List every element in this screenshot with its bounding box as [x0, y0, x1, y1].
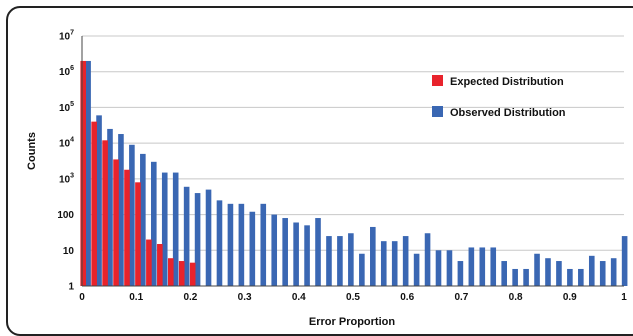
- y-tick-label: 107: [59, 30, 74, 43]
- bar-expected: [189, 262, 196, 286]
- bar-observed: [293, 222, 299, 286]
- bar-observed: [359, 253, 365, 286]
- bar-observed: [260, 203, 267, 286]
- bar-observed: [479, 247, 486, 286]
- bar-observed: [249, 211, 256, 286]
- bar-observed: [337, 236, 343, 286]
- x-tick-label: 0.2: [183, 292, 197, 303]
- bar-observed: [150, 161, 157, 286]
- bar-observed: [534, 253, 540, 286]
- chart: 1 10 100 103 104 105 106 107 0 0.1 0.2 0.3 0.4 0.5 0.…: [26, 30, 628, 328]
- bar-observed: [490, 247, 497, 286]
- bar-observed: [282, 218, 288, 286]
- bar-observed: [140, 153, 146, 286]
- y-tick-label: 104: [59, 137, 74, 150]
- bar-observed: [315, 218, 321, 286]
- bar-observed: [599, 261, 606, 286]
- bar-observed: [424, 233, 431, 286]
- bar-observed: [205, 189, 212, 286]
- bar-observed: [271, 214, 278, 286]
- x-axis-label: Error Proportion: [309, 316, 395, 328]
- bar-observed: [457, 261, 464, 286]
- bar-expected: [113, 159, 119, 286]
- x-tick-label: 0.3: [238, 292, 252, 303]
- bar-observed: [413, 253, 420, 286]
- legend-label-expected: Expected Distribution: [450, 76, 564, 88]
- bar-observed: [588, 255, 595, 286]
- axes: [81, 36, 624, 287]
- x-tick-label: 1: [621, 292, 627, 303]
- y-axis-label: Counts: [26, 132, 38, 170]
- y-tick-label: 103: [59, 172, 74, 185]
- bar-observed: [107, 128, 113, 286]
- legend-swatch-observed: [432, 106, 443, 117]
- bar-observed: [435, 250, 442, 286]
- y-tick-labels: 1 10 100 103 104 105 106 107: [57, 30, 74, 293]
- bar-observed: [172, 172, 179, 286]
- bars: [80, 60, 628, 287]
- bar-expected: [157, 243, 163, 286]
- x-tick-label: 0: [79, 292, 85, 303]
- x-tick-label: 0.1: [129, 292, 143, 303]
- bar-observed: [183, 186, 190, 286]
- bar-observed: [545, 258, 551, 286]
- y-tick-label: 105: [59, 101, 74, 114]
- x-tick-label: 0.9: [563, 292, 577, 303]
- bar-observed: [370, 226, 376, 286]
- x-tick-label: 0.5: [346, 292, 360, 303]
- bar-observed: [161, 172, 168, 286]
- bar-observed: [446, 250, 453, 286]
- bar-expected: [124, 169, 130, 286]
- chart-frame: 1 10 100 103 104 105 106 107 0 0.1 0.2 0.3 0.4 0.5 0.…: [6, 6, 633, 336]
- bar-observed: [96, 115, 102, 286]
- y-tick-label: 10: [63, 246, 75, 257]
- bar-observed: [216, 200, 223, 286]
- bar-expected: [80, 60, 86, 287]
- bar-observed: [610, 258, 617, 286]
- legend-swatch-expected: [432, 75, 443, 86]
- bar-observed: [348, 233, 354, 286]
- y-tick-label: 106: [59, 65, 74, 78]
- bar-observed: [238, 203, 245, 286]
- bar-observed: [380, 241, 387, 286]
- bar-observed: [391, 241, 398, 286]
- legend-label-observed: Observed Distribution: [450, 107, 566, 119]
- x-tick-label: 0.7: [454, 292, 468, 303]
- bar-observed: [567, 268, 573, 286]
- bar-expected: [135, 182, 141, 286]
- bar-expected: [178, 261, 185, 286]
- bar-observed: [129, 144, 135, 286]
- bar-expected: [91, 121, 97, 286]
- grid-lines: [82, 35, 624, 287]
- x-tick-label: 0.4: [292, 292, 306, 303]
- bar-observed: [523, 268, 529, 286]
- bar-observed: [304, 225, 310, 286]
- bar-expected: [102, 140, 108, 286]
- y-tick-label: 100: [57, 210, 74, 221]
- y-tick-label: 1: [68, 282, 74, 293]
- bar-observed: [227, 203, 234, 286]
- bar-observed: [118, 134, 124, 286]
- bar-observed: [578, 268, 584, 286]
- bar-observed: [326, 236, 332, 286]
- x-tick-label: 0.8: [509, 292, 523, 303]
- bar-observed: [556, 261, 562, 286]
- bar-observed: [85, 60, 91, 287]
- bar-observed: [468, 247, 475, 286]
- x-tick-label: 0.6: [400, 292, 414, 303]
- bar-observed: [501, 261, 507, 286]
- bar-expected: [146, 239, 152, 286]
- bar-observed: [512, 268, 518, 286]
- x-tick-labels: 0 0.1 0.2 0.3 0.4 0.5 0.6 0.7 0.8 0.9 1: [79, 292, 627, 303]
- bar-observed: [621, 236, 628, 286]
- bar-expected: [167, 258, 174, 286]
- bar-observed: [402, 236, 409, 286]
- bar-observed: [194, 193, 201, 286]
- legend: Expected Distribution Observed Distribut…: [432, 75, 566, 119]
